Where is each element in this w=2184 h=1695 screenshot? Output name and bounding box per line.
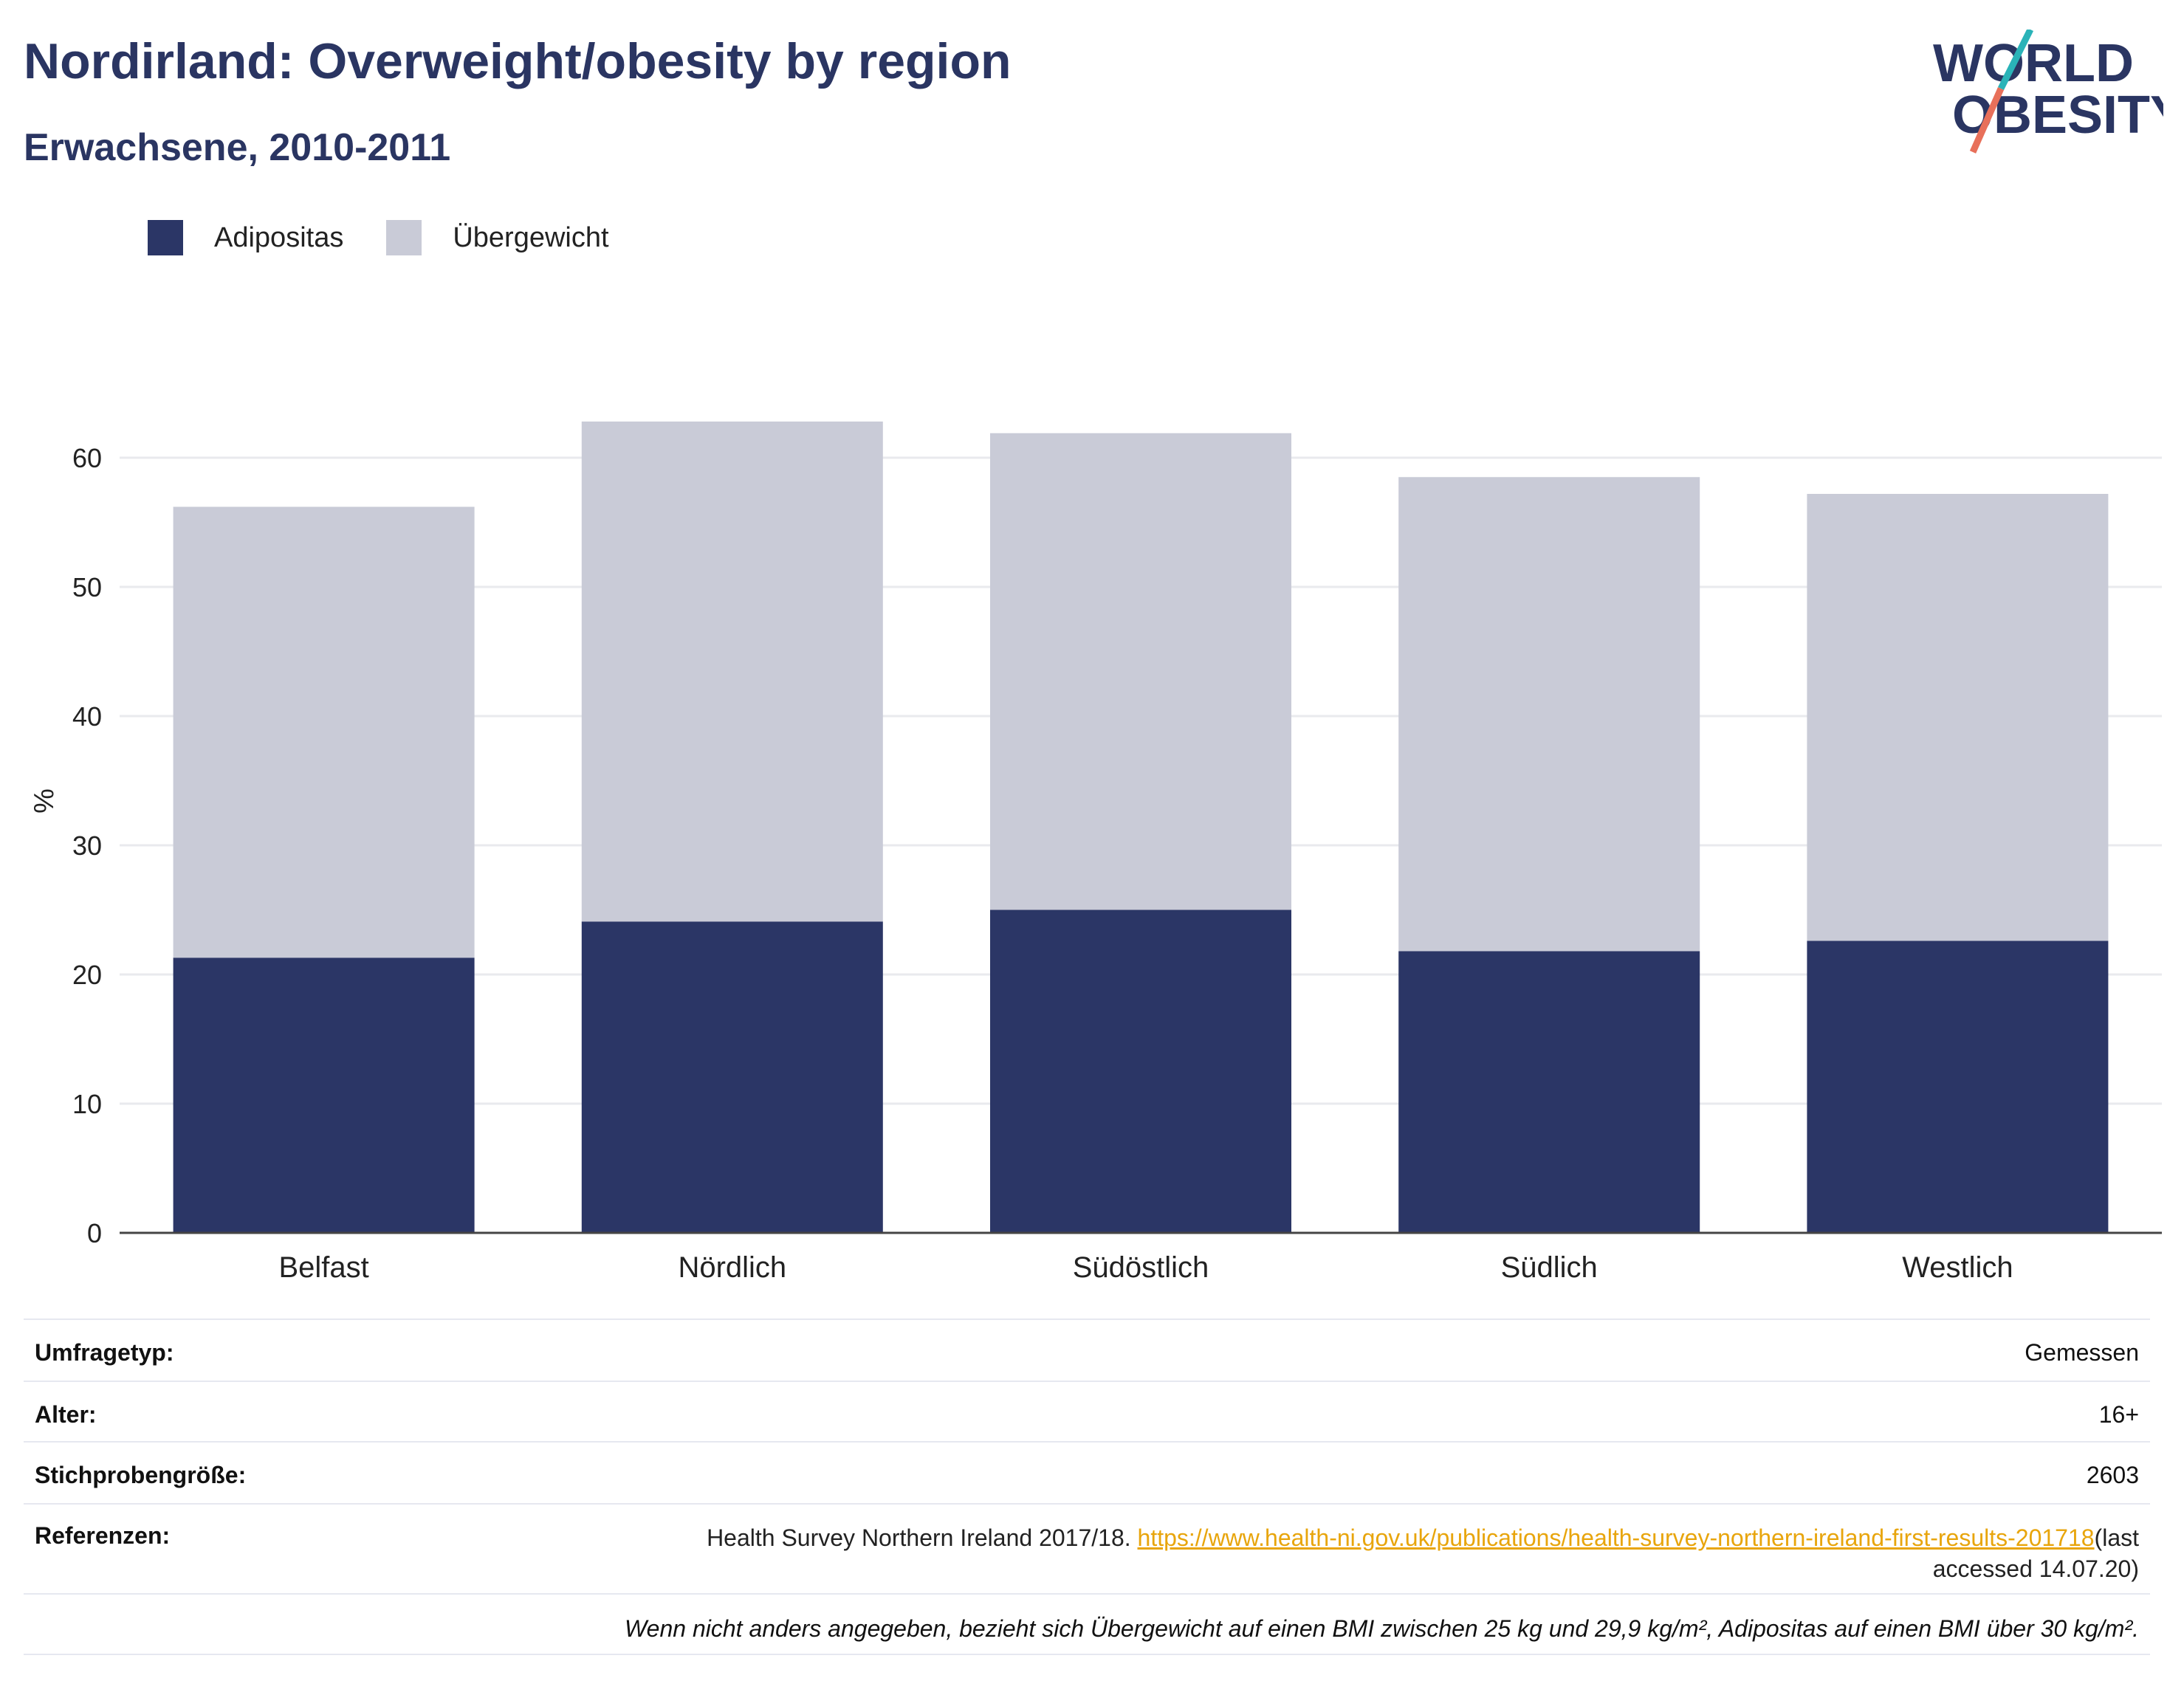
survey-type-value: Gemessen — [2025, 1339, 2139, 1366]
logo-coral-slash — [1969, 87, 2005, 154]
legend-item-overweight[interactable]: Übergewicht — [386, 220, 609, 255]
bar-overweight-2 — [990, 433, 1291, 910]
x-tick-label: Nördlich — [678, 1251, 786, 1284]
references-label: Referenzen: — [35, 1522, 171, 1549]
bar-obesity-1 — [581, 921, 883, 1233]
meta-row-survey-type: Umfragetyp: Gemessen — [24, 1318, 2150, 1381]
bar-overweight-1 — [581, 422, 883, 922]
meta-row-sample-size: Stichprobengröße: 2603 — [24, 1441, 2150, 1503]
chart-subtitle: Erwachsene, 2010-2011 — [24, 126, 451, 169]
chart-legend: Adipositas Übergewicht — [148, 220, 652, 255]
sample-size-label: Stichprobengröße: — [35, 1462, 247, 1488]
legend-swatch-obesity — [148, 220, 183, 255]
bar-overweight-0 — [173, 506, 475, 958]
reference-text-block: Health Survey Northern Ireland 2017/18. … — [633, 1522, 2139, 1584]
footnote: Wenn nicht anders angegeben, bezieht sic… — [625, 1615, 2139, 1642]
reference-link[interactable]: https://www.health-ni.gov.uk/publication… — [1137, 1524, 2095, 1551]
metadata-table: Umfragetyp: Gemessen Alter: 16+ Stichpro… — [24, 1318, 2150, 1655]
legend-swatch-overweight — [386, 220, 422, 255]
age-label: Alter: — [35, 1401, 97, 1428]
stacked-bar-chart: 0 10 20 30 40 50 60% Belfast Nördlich Südöstlich S… — [29, 422, 2162, 1284]
bar-obesity-2 — [990, 910, 1291, 1233]
y-tick-label: 0 — [87, 1218, 102, 1248]
x-tick-label: Belfast — [278, 1251, 368, 1284]
x-tick-label: Südöstlich — [1073, 1251, 1209, 1284]
bar-obesity-4 — [1807, 941, 2109, 1233]
legend-label-obesity: Adipositas — [214, 221, 344, 253]
bar-overweight-3 — [1398, 477, 1700, 952]
x-tick-label: Südlich — [1501, 1251, 1598, 1284]
meta-row-age: Alter: 16+ — [24, 1381, 2150, 1441]
sample-size-value: 2603 — [2086, 1462, 2139, 1488]
reference-text: Health Survey Northern Ireland 2017/18. — [707, 1524, 1138, 1551]
bar-overweight-4 — [1807, 494, 2109, 941]
meta-row-footnote: Wenn nicht anders angegeben, bezieht sic… — [24, 1593, 2150, 1655]
y-axis-label: % — [29, 788, 60, 814]
y-tick-label: 50 — [72, 572, 102, 602]
age-value: 16+ — [2098, 1401, 2139, 1428]
bar-obesity-3 — [1398, 951, 1700, 1233]
y-tick-label: 60 — [72, 443, 102, 473]
meta-row-references: Referenzen: Health Survey Northern Irela… — [24, 1503, 2150, 1593]
world-obesity-logo: WORLD OBESITY — [1933, 30, 2163, 154]
x-tick-label: Westlich — [1902, 1251, 2013, 1284]
reference-suffix: (last accessed 14.07.20) — [1932, 1524, 2139, 1582]
logo-teal-slash — [1997, 30, 2034, 91]
survey-type-label: Umfragetyp: — [35, 1339, 174, 1366]
logo-line-1: WORLD — [1933, 34, 2134, 93]
y-tick-label: 30 — [72, 831, 102, 861]
legend-label-overweight: Übergewicht — [453, 221, 609, 253]
legend-item-obesity[interactable]: Adipositas — [148, 220, 343, 255]
bar-obesity-0 — [173, 957, 475, 1233]
y-tick-label: 10 — [72, 1089, 102, 1119]
y-tick-label: 20 — [72, 960, 102, 990]
chart-title: Nordirland: Overweight/obesity by region — [24, 33, 1012, 89]
y-tick-label: 40 — [72, 701, 102, 732]
